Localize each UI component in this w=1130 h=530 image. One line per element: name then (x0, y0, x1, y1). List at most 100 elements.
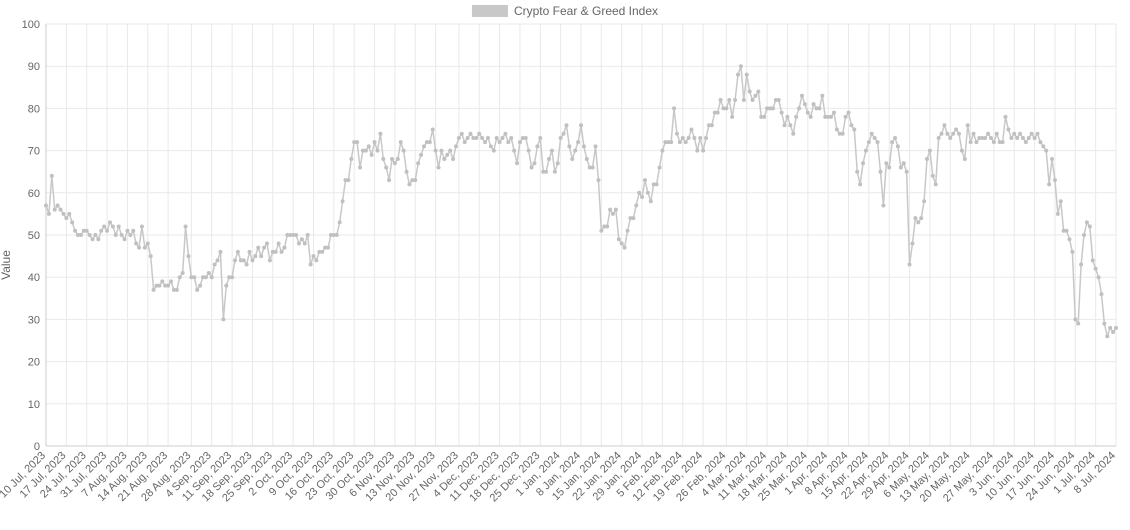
data-point (480, 136, 484, 140)
data-point (791, 132, 795, 136)
data-point (186, 254, 190, 258)
data-point (454, 144, 458, 148)
data-point (50, 174, 54, 178)
data-point (210, 275, 214, 279)
data-point (166, 284, 170, 288)
data-point (99, 229, 103, 233)
data-point (1085, 220, 1089, 224)
data-point (794, 115, 798, 119)
data-point (492, 149, 496, 153)
data-point (396, 157, 400, 161)
data-point (375, 149, 379, 153)
data-point (937, 136, 941, 140)
data-point (983, 136, 987, 140)
data-point (160, 279, 164, 283)
data-point (1015, 136, 1019, 140)
data-point (306, 233, 310, 237)
data-point (515, 161, 519, 165)
data-point (849, 123, 853, 127)
data-point (1053, 178, 1057, 182)
legend-label: Crypto Fear & Greed Index (514, 4, 658, 18)
data-point (114, 233, 118, 237)
data-point (1035, 132, 1039, 136)
data-point (835, 128, 839, 132)
data-point (704, 136, 708, 140)
data-point (152, 288, 156, 292)
data-point (742, 98, 746, 102)
data-point (570, 157, 574, 161)
data-point (771, 106, 775, 110)
data-point (358, 165, 362, 169)
data-point (716, 111, 720, 115)
data-point (626, 229, 630, 233)
data-point (681, 136, 685, 140)
data-point (506, 140, 510, 144)
data-point (599, 229, 603, 233)
fear-greed-chart: Crypto Fear & Greed Index Value 01020304… (0, 0, 1130, 530)
data-point (634, 203, 638, 207)
data-point (192, 275, 196, 279)
data-point (364, 149, 368, 153)
data-point (585, 157, 589, 161)
data-point (67, 212, 71, 216)
data-point (419, 153, 423, 157)
data-point (535, 144, 539, 148)
data-point (143, 246, 147, 250)
data-point (655, 182, 659, 186)
data-point (349, 157, 353, 161)
data-point (785, 115, 789, 119)
data-point (175, 288, 179, 292)
data-point (864, 149, 868, 153)
data-point (1073, 317, 1077, 321)
data-point (93, 233, 97, 237)
data-point (1044, 149, 1048, 153)
data-point (756, 90, 760, 94)
data-point (137, 246, 141, 250)
data-point (399, 140, 403, 144)
data-point (940, 132, 944, 136)
data-point (297, 241, 301, 245)
data-point (393, 161, 397, 165)
data-point (146, 241, 150, 245)
data-point (102, 225, 106, 229)
data-point (969, 140, 973, 144)
chart-svg: 010203040506070809010010 Jul, 202317 Jul… (0, 0, 1130, 530)
data-point (128, 233, 132, 237)
data-point (390, 157, 394, 161)
data-point (448, 149, 452, 153)
data-point (1018, 132, 1022, 136)
data-point (887, 165, 891, 169)
data-point (96, 237, 100, 241)
data-point (992, 140, 996, 144)
y-tick-label: 80 (28, 103, 40, 115)
data-point (916, 220, 920, 224)
data-point (451, 157, 455, 161)
data-point (582, 144, 586, 148)
data-point (457, 136, 461, 140)
data-point (500, 136, 504, 140)
data-point (233, 258, 237, 262)
data-point (913, 216, 917, 220)
data-point (486, 136, 490, 140)
data-point (178, 275, 182, 279)
data-point (463, 140, 467, 144)
data-point (355, 140, 359, 144)
data-point (966, 123, 970, 127)
data-point (783, 123, 787, 127)
data-point (806, 111, 810, 115)
data-point (724, 106, 728, 110)
data-point (1050, 157, 1054, 161)
data-point (1070, 250, 1074, 254)
y-tick-label: 100 (22, 19, 40, 31)
data-point (733, 98, 737, 102)
data-point (407, 182, 411, 186)
data-point (777, 98, 781, 102)
data-point (1006, 128, 1010, 132)
data-point (320, 250, 324, 254)
data-point (1099, 292, 1103, 296)
y-tick-label: 70 (28, 146, 40, 158)
data-point (910, 241, 914, 245)
data-point (567, 144, 571, 148)
data-point (1047, 182, 1051, 186)
data-point (931, 174, 935, 178)
